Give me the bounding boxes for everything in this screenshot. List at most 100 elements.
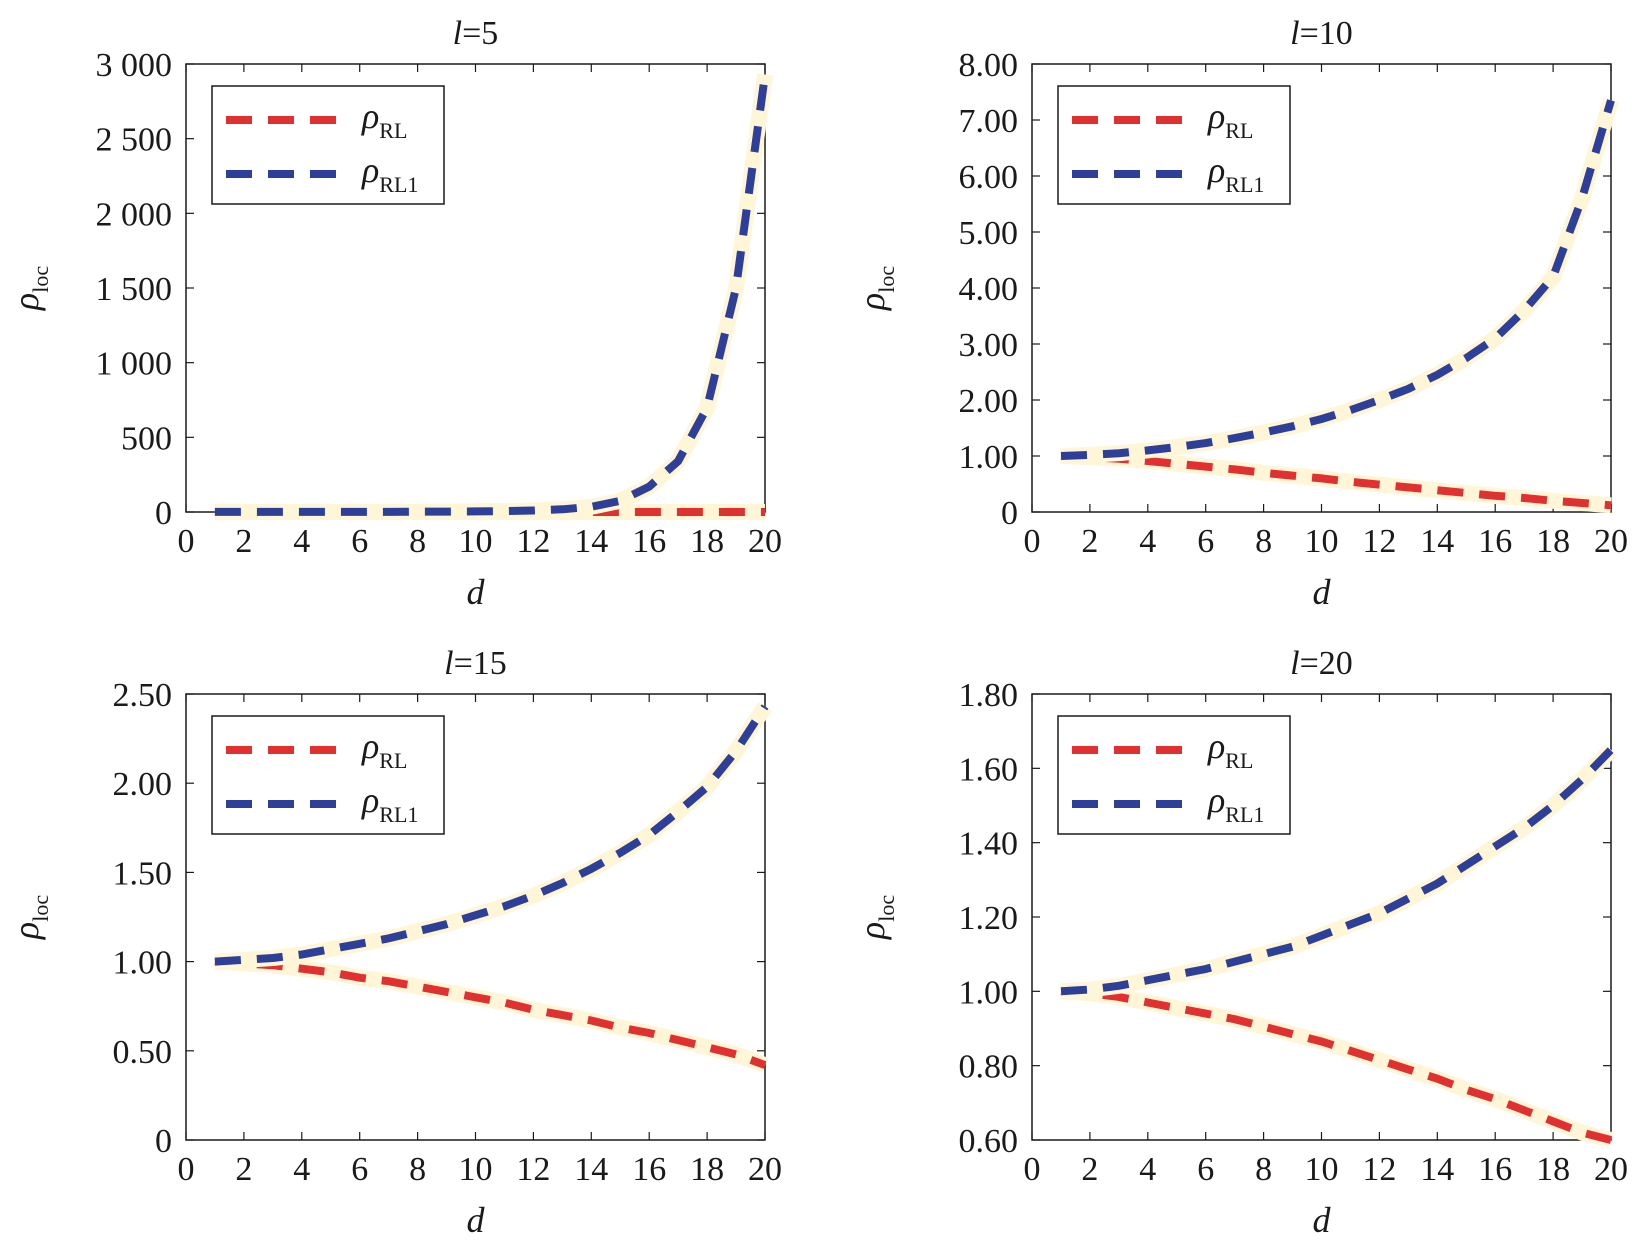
y-axis-label-group: ρloc xyxy=(6,266,53,311)
y-axis-label-group: ρloc xyxy=(6,895,53,940)
x-axis-label: d xyxy=(1313,1200,1332,1240)
legend-label: ρRL1 xyxy=(1207,780,1264,827)
x-tick-label: 0 xyxy=(178,523,195,560)
y-axis-label-group: ρloc xyxy=(852,266,899,311)
x-tick-label: 10 xyxy=(1305,1151,1339,1188)
legend-label: ρRL xyxy=(361,726,407,773)
x-tick-label: 2 xyxy=(1081,523,1098,560)
x-tick-label: 18 xyxy=(1536,1151,1570,1188)
x-tick-label: 6 xyxy=(1197,1151,1214,1188)
y-tick-label: 1.60 xyxy=(959,751,1019,788)
x-tick-label: 6 xyxy=(351,523,368,560)
y-tick-label: 0 xyxy=(155,495,172,532)
y-tick-label: 0.50 xyxy=(113,1034,173,1071)
y-tick-label: 1.00 xyxy=(959,974,1019,1011)
y-tick-label: 1.00 xyxy=(959,439,1019,476)
y-tick-label: 1.00 xyxy=(113,945,173,982)
x-tick-label: 4 xyxy=(293,1151,310,1188)
chart-title: l=15 xyxy=(444,645,507,682)
y-tick-label: 0.80 xyxy=(959,1049,1019,1086)
x-tick-label: 10 xyxy=(1305,523,1339,560)
y-tick-label: 5.00 xyxy=(959,215,1019,252)
x-tick-label: 6 xyxy=(351,1151,368,1188)
x-tick-label: 8 xyxy=(1255,523,1272,560)
series-halo xyxy=(214,953,768,1073)
legend-label: ρRL xyxy=(1207,96,1253,143)
x-tick-label: 0 xyxy=(1024,523,1041,560)
chart-panel-3: 0 2 4 6 8 10 12 14 16 18 20 0 0.50 1.00 1.50 2.00 2.50 l=… xyxy=(6,645,782,1240)
x-tick-label: 14 xyxy=(574,523,608,560)
legend-box xyxy=(211,85,445,205)
chart-title: l=10 xyxy=(1290,15,1353,52)
series-line-rho-rl1 xyxy=(1060,99,1615,460)
series-line-rho-rl xyxy=(1060,452,1612,510)
y-tick-label: 4.00 xyxy=(959,271,1019,308)
x-axis-label: d xyxy=(467,1200,486,1240)
chart-panel-2: 0 2 4 6 8 10 12 14 16 18 20 0 1.00 2.00 3.00 4.00 5.00 6.… xyxy=(852,15,1628,612)
x-tick-label: 4 xyxy=(1139,1151,1156,1188)
y-tick-label: 3 000 xyxy=(96,47,173,84)
x-axis-label: d xyxy=(1313,572,1332,612)
y-tick-label: 500 xyxy=(121,420,172,457)
legend: ρRL ρRL1 xyxy=(1057,715,1291,835)
y-tick-label: 0.60 xyxy=(959,1123,1019,1160)
x-tick-label: 20 xyxy=(1594,523,1628,560)
chart-title: l=5 xyxy=(453,15,499,52)
series-line-rho-rl1 xyxy=(1060,747,1614,996)
series-line-rho-rl xyxy=(1060,987,1612,1144)
x-tick-label: 8 xyxy=(409,1151,426,1188)
x-tick-label: 0 xyxy=(178,1151,195,1188)
x-tick-label: 10 xyxy=(459,523,493,560)
x-tick-label: 12 xyxy=(516,523,550,560)
legend-label: ρRL xyxy=(361,96,407,143)
legend-box xyxy=(1057,715,1291,835)
x-tick-label: 8 xyxy=(1255,1151,1272,1188)
y-tick-label: 7.00 xyxy=(959,103,1019,140)
x-tick-label: 18 xyxy=(1536,523,1570,560)
series-line-rho-rl1 xyxy=(214,73,769,516)
legend: ρRL ρRL1 xyxy=(1057,85,1291,205)
series-line-rho-rl1 xyxy=(214,704,769,966)
x-tick-label: 12 xyxy=(516,1151,550,1188)
x-tick-label: 2 xyxy=(1081,1151,1098,1188)
x-tick-label: 16 xyxy=(632,523,666,560)
x-tick-label: 18 xyxy=(690,523,724,560)
x-tick-label: 4 xyxy=(293,523,310,560)
y-tick-label: 2.50 xyxy=(113,677,173,714)
y-tick-label: 2 500 xyxy=(96,122,173,159)
x-tick-label: 14 xyxy=(1420,523,1454,560)
legend: ρRL ρRL1 xyxy=(211,715,445,835)
x-tick-label: 18 xyxy=(690,1151,724,1188)
legend-box xyxy=(1057,85,1291,205)
x-axis-label: d xyxy=(467,572,486,612)
x-tick-label: 8 xyxy=(409,523,426,560)
y-tick-label: 1.20 xyxy=(959,900,1019,937)
x-tick-label: 16 xyxy=(1478,1151,1512,1188)
x-tick-label: 20 xyxy=(1594,1151,1628,1188)
y-axis-label: ρloc xyxy=(6,266,53,311)
legend-label: ρRL xyxy=(1207,726,1253,773)
series-line-rho-rl xyxy=(214,957,767,1069)
x-tick-label: 16 xyxy=(1478,523,1512,560)
x-tick-label: 16 xyxy=(632,1151,666,1188)
x-tick-label: 2 xyxy=(235,1151,252,1188)
y-axis-label: ρloc xyxy=(852,895,899,940)
x-tick-label: 12 xyxy=(1362,523,1396,560)
x-tick-label: 10 xyxy=(459,1151,493,1188)
chart-panel-4: 0 2 4 6 8 10 12 14 16 18 20 0.60 0.80 1.00 1.20 1.40 1.6… xyxy=(852,645,1628,1240)
x-tick-label: 2 xyxy=(235,523,252,560)
y-tick-label: 2 000 xyxy=(96,196,173,233)
y-axis-label: ρloc xyxy=(852,266,899,311)
x-tick-label: 0 xyxy=(1024,1151,1041,1188)
x-tick-label: 20 xyxy=(748,1151,782,1188)
y-tick-label: 0 xyxy=(155,1123,172,1160)
series-halo xyxy=(1060,983,1613,1148)
y-tick-label: 6.00 xyxy=(959,159,1019,196)
legend-box xyxy=(211,715,445,835)
y-tick-label: 1 500 xyxy=(96,271,173,308)
y-tick-label: 1.40 xyxy=(959,826,1019,863)
y-tick-label: 8.00 xyxy=(959,47,1019,84)
y-tick-label: 3.00 xyxy=(959,327,1019,364)
legend-label: ρRL1 xyxy=(1207,150,1264,197)
